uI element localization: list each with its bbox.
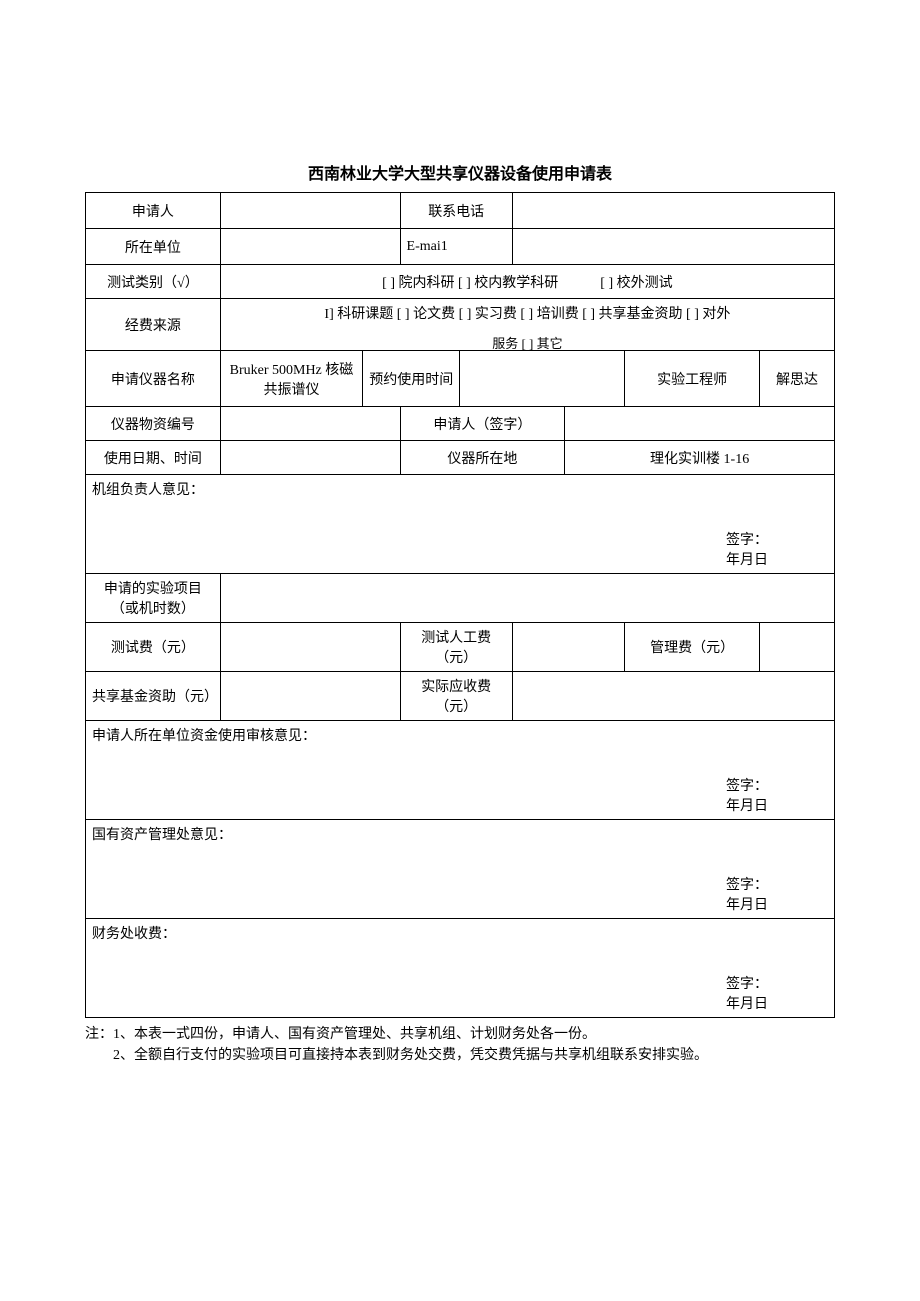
label-funding-source: 经费来源 (86, 299, 221, 351)
unit-opinion-block[interactable]: 申请人所在单位资金使用审核意见： 签字： 年月日 (86, 721, 835, 820)
label-test-fee: 测试费（元） (86, 623, 221, 672)
field-funding-source[interactable]: I] 科研课题 [ ] 论文费 [ ] 实习费 [ ] 培训费 [ ] 共享基金… (220, 299, 834, 351)
field-asset-no[interactable] (220, 407, 400, 441)
label-email: E-mai1 (400, 229, 512, 265)
label-unit: 所在单位 (86, 229, 221, 265)
field-instrument-name: Bruker 500MHz 核磁共振谱仪 (220, 351, 362, 407)
application-form-table: 申请人 联系电话 所在单位 E-mai1 测试类别（√） [ ] 院内科研 [ … (85, 192, 835, 1018)
label-location: 仪器所在地 (400, 441, 565, 475)
signature-label: 签字： (726, 533, 768, 548)
field-engineer: 解思达 (759, 351, 834, 407)
label-group-opinion: 机组负责人意见： (92, 479, 828, 499)
label-instrument-name: 申请仪器名称 (86, 351, 221, 407)
finance-block[interactable]: 财务处收费： 签字： 年月日 (86, 919, 835, 1018)
label-unit-opinion: 申请人所在单位资金使用审核意见： (92, 725, 828, 745)
field-applicant-sign[interactable] (565, 407, 835, 441)
date-label: 年月日 (726, 898, 768, 913)
funding-options-line1: I] 科研课题 [ ] 论文费 [ ] 实习费 [ ] 培训费 [ ] 共享基金… (221, 303, 834, 323)
field-labor-fee[interactable] (512, 623, 624, 672)
note-2: 2、全额自行支付的实验项目可直接持本表到财务处交费，凭交费凭据与共享机组联系安排… (85, 1045, 835, 1066)
notes-block: 注：1、本表一式四份，申请人、国有资产管理处、共享机组、计划财务处各一份。 2、… (85, 1024, 835, 1066)
label-actual-fee: 实际应收费（元） (400, 672, 512, 721)
asset-opinion-block[interactable]: 国有资产管理处意见： 签字： 年月日 (86, 820, 835, 919)
label-phone: 联系电话 (400, 193, 512, 229)
label-applicant: 申请人 (86, 193, 221, 229)
label-test-category: 测试类别（√） (86, 265, 221, 299)
label-fund-support: 共享基金资助（元） (86, 672, 221, 721)
label-engineer: 实验工程师 (625, 351, 760, 407)
field-manage-fee[interactable] (759, 623, 834, 672)
label-use-datetime: 使用日期、时间 (86, 441, 221, 475)
field-use-datetime[interactable] (220, 441, 400, 475)
field-applicant[interactable] (220, 193, 400, 229)
signature-label: 签字： (726, 878, 768, 893)
funding-options-line2: 服务 [ ] 其它 (221, 333, 834, 352)
signature-label: 签字： (726, 977, 768, 992)
field-test-category[interactable]: [ ] 院内科研 [ ] 校内教学科研 [ ] 校外测试 (220, 265, 834, 299)
date-label: 年月日 (726, 997, 768, 1012)
field-unit[interactable] (220, 229, 400, 265)
form-title: 西南林业大学大型共享仪器设备使用申请表 (85, 160, 835, 184)
field-location: 理化实训楼 1-16 (565, 441, 835, 475)
field-fund-support[interactable] (220, 672, 400, 721)
label-asset-no: 仪器物资编号 (86, 407, 221, 441)
note-1: 注：1、本表一式四份，申请人、国有资产管理处、共享机组、计划财务处各一份。 (85, 1024, 835, 1045)
label-finance: 财务处收费： (92, 923, 828, 943)
field-email[interactable] (512, 229, 834, 265)
field-project-hours[interactable] (220, 574, 834, 623)
field-reserve-time[interactable] (460, 351, 625, 407)
date-label: 年月日 (726, 553, 768, 568)
label-labor-fee: 测试人工费（元） (400, 623, 512, 672)
signature-label: 签字： (726, 779, 768, 794)
field-actual-fee[interactable] (512, 672, 834, 721)
date-label: 年月日 (726, 799, 768, 814)
label-reserve-time: 预约使用时间 (363, 351, 460, 407)
group-opinion-block[interactable]: 机组负责人意见： 签字： 年月日 (86, 475, 835, 574)
field-test-fee[interactable] (220, 623, 400, 672)
label-manage-fee: 管理费（元） (625, 623, 760, 672)
label-asset-opinion: 国有资产管理处意见： (92, 824, 828, 844)
label-project-hours: 申请的实验项目（或机时数） (86, 574, 221, 623)
label-applicant-sign: 申请人（签字） (400, 407, 565, 441)
field-phone[interactable] (512, 193, 834, 229)
